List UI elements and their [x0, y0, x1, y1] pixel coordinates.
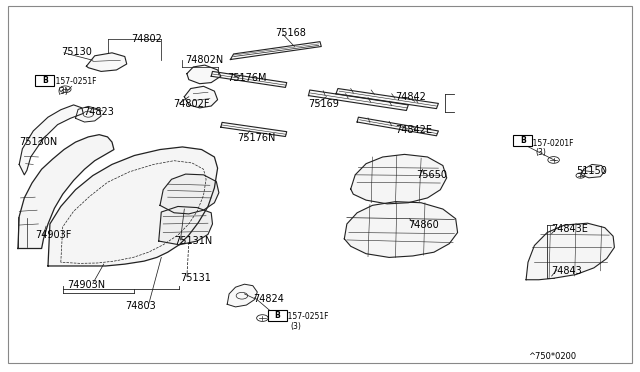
Text: 74802N: 74802N: [186, 55, 224, 64]
Polygon shape: [581, 164, 605, 178]
Polygon shape: [159, 206, 212, 245]
Text: 75176N: 75176N: [237, 134, 275, 143]
Polygon shape: [526, 223, 614, 280]
Polygon shape: [76, 106, 101, 122]
Text: 75176M: 75176M: [227, 73, 267, 83]
Polygon shape: [160, 174, 219, 214]
Polygon shape: [48, 147, 218, 266]
Polygon shape: [351, 154, 447, 204]
Text: 75650: 75650: [416, 170, 447, 180]
Polygon shape: [76, 106, 101, 122]
Text: 74824: 74824: [253, 295, 284, 304]
Text: B: B: [520, 136, 525, 145]
Text: 74842: 74842: [396, 93, 426, 102]
Text: 74823: 74823: [83, 108, 114, 117]
Polygon shape: [227, 284, 257, 307]
Polygon shape: [86, 53, 127, 71]
Polygon shape: [357, 117, 438, 136]
Text: 75169: 75169: [308, 99, 339, 109]
Bar: [513, 135, 532, 146]
Text: 08157-0251F: 08157-0251F: [278, 312, 329, 321]
Bar: [35, 75, 54, 86]
Polygon shape: [187, 65, 221, 84]
Polygon shape: [227, 284, 257, 307]
Polygon shape: [344, 202, 458, 257]
Text: (3): (3): [535, 148, 546, 157]
Polygon shape: [344, 202, 458, 257]
Polygon shape: [18, 135, 114, 248]
Polygon shape: [581, 164, 605, 178]
Text: B: B: [42, 76, 47, 85]
Polygon shape: [160, 174, 219, 214]
Polygon shape: [187, 65, 221, 84]
Polygon shape: [211, 71, 287, 87]
Text: 74843E: 74843E: [552, 224, 589, 234]
Polygon shape: [221, 122, 287, 137]
Polygon shape: [19, 105, 83, 175]
Text: 75131N: 75131N: [174, 236, 212, 246]
Polygon shape: [526, 223, 614, 280]
Text: (3): (3): [290, 322, 301, 331]
Polygon shape: [221, 122, 287, 137]
Polygon shape: [351, 154, 447, 204]
Text: ^750*0200: ^750*0200: [528, 352, 576, 361]
Text: 74860: 74860: [408, 220, 439, 230]
Text: 74802F: 74802F: [173, 99, 209, 109]
Polygon shape: [336, 89, 438, 109]
Text: 75168: 75168: [275, 29, 306, 38]
Polygon shape: [159, 206, 212, 245]
Polygon shape: [48, 147, 218, 266]
Text: 75130N: 75130N: [19, 137, 58, 147]
Text: 08157-0201F: 08157-0201F: [524, 139, 574, 148]
Polygon shape: [211, 71, 287, 87]
Polygon shape: [336, 89, 438, 109]
Polygon shape: [184, 86, 218, 108]
Polygon shape: [18, 135, 114, 248]
Text: 74903F: 74903F: [35, 230, 72, 240]
Text: 74802: 74802: [131, 34, 162, 44]
Text: 74903N: 74903N: [67, 280, 106, 289]
Polygon shape: [184, 86, 218, 108]
Polygon shape: [308, 90, 408, 110]
Polygon shape: [308, 90, 408, 110]
Text: 74843: 74843: [552, 266, 582, 276]
Polygon shape: [230, 42, 321, 60]
Text: 74803: 74803: [125, 301, 156, 311]
Text: (3): (3): [58, 87, 68, 96]
Text: 75130: 75130: [61, 47, 92, 57]
Text: 51150: 51150: [576, 166, 607, 176]
Text: 74842E: 74842E: [396, 125, 433, 135]
Polygon shape: [357, 117, 438, 136]
Polygon shape: [19, 105, 83, 175]
Text: B: B: [275, 311, 280, 320]
Polygon shape: [230, 42, 321, 60]
Text: 75131: 75131: [180, 273, 211, 283]
Bar: [268, 310, 287, 321]
Text: 08157-0251F: 08157-0251F: [46, 77, 97, 86]
Polygon shape: [86, 53, 127, 71]
